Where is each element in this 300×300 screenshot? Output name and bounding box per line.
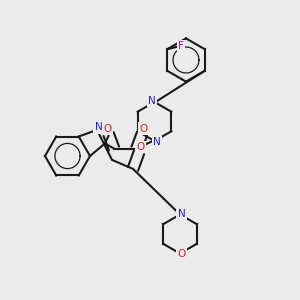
- Text: N: N: [153, 137, 161, 147]
- Text: O: O: [136, 142, 145, 152]
- Text: N: N: [178, 208, 185, 219]
- Text: F: F: [178, 41, 184, 51]
- Text: N: N: [148, 96, 156, 106]
- Text: O: O: [139, 124, 148, 134]
- Text: O: O: [177, 249, 186, 260]
- Text: N: N: [94, 122, 102, 133]
- Text: O: O: [103, 124, 111, 134]
